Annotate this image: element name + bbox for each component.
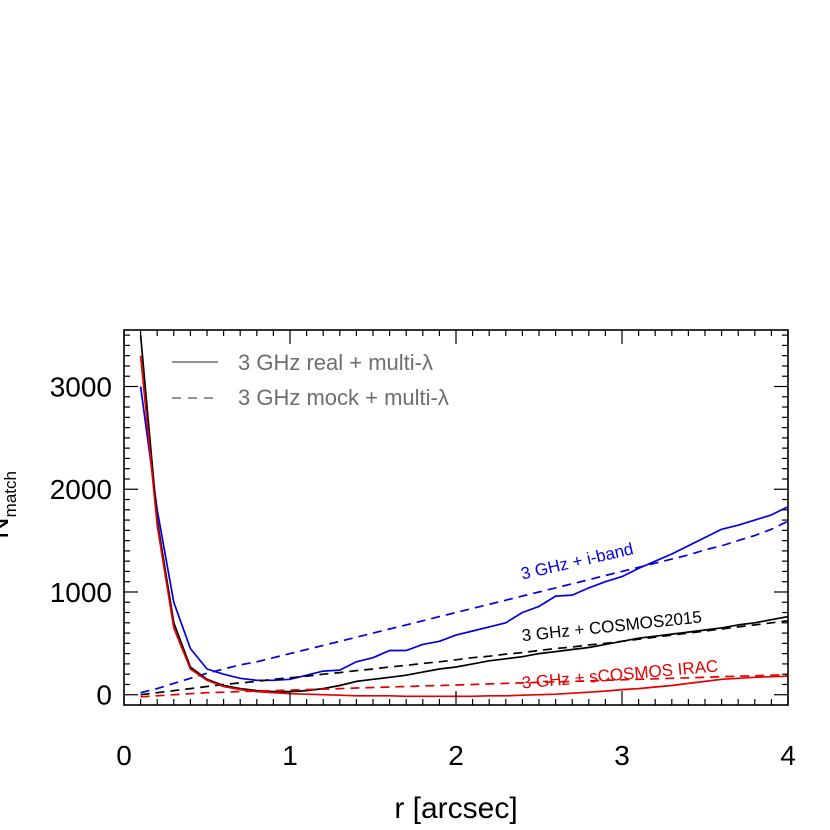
x-axis-title: r [arcsec] xyxy=(394,792,517,825)
series-annotation: 3 GHz + COSMOS2015 xyxy=(521,607,703,645)
series-annotation: 3 GHz + i-band xyxy=(519,539,635,583)
x-tick-label: 4 xyxy=(780,740,796,771)
series-line-scosmos-irac-dashed xyxy=(140,673,788,698)
x-tick-label: 0 xyxy=(116,740,132,771)
svg-text:Nmatch: Nmatch xyxy=(0,471,20,539)
series-line-cosmos2015-dashed xyxy=(140,619,788,696)
series-line-i-band-dashed xyxy=(140,520,788,694)
series-layer xyxy=(139,335,788,698)
y-axis-title: Nmatch xyxy=(0,471,20,539)
y-axis-title-subscript: match xyxy=(1,471,20,517)
tick-layer xyxy=(123,330,789,705)
legend-dashed-label: 3 GHz mock + multi-λ xyxy=(238,385,449,410)
legend-solid-label: 3 GHz real + multi-λ xyxy=(238,350,433,375)
series-annotation: 3 GHz + sCOSMOS IRAC xyxy=(521,656,719,692)
x-tick-label: 3 xyxy=(614,740,630,771)
x-tick-label: 2 xyxy=(448,740,464,771)
x-tick-label: 1 xyxy=(282,740,298,771)
y-axis-title-main: N xyxy=(0,517,15,539)
y-tick-label: 2000 xyxy=(50,474,112,505)
series-line-cosmos2015-solid xyxy=(139,335,788,693)
series-line-i-band-solid xyxy=(139,386,788,682)
y-tick-label: 3000 xyxy=(50,372,112,403)
label-layer: 0 1 2 3 4 0 1000 2000 3000 3 GHz + i-band 3 GHz + … xyxy=(50,372,796,771)
y-tick-label: 1000 xyxy=(50,577,112,608)
plot-frame xyxy=(123,329,789,706)
y-tick-label: 0 xyxy=(96,680,112,711)
legend: 3 GHz real + multi-λ 3 GHz mock + multi-… xyxy=(172,350,449,410)
